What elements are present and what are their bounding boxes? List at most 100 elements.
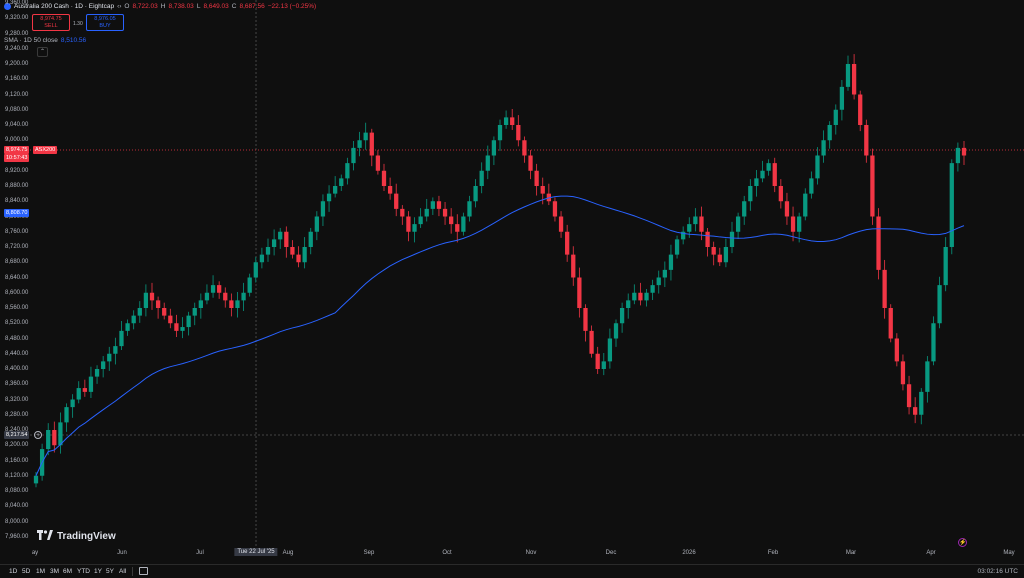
candle-body	[461, 216, 466, 232]
sell-button[interactable]: 8,974.75 SELL	[32, 14, 70, 31]
chevron-icon[interactable]: ‹›	[117, 3, 122, 10]
candle-body	[906, 384, 912, 408]
x-tick-label: Oct	[442, 550, 452, 556]
y-tick-label: 8,160.00	[5, 457, 29, 464]
range-all[interactable]: All	[119, 568, 127, 575]
y-tick-label: 8,880.00	[5, 183, 29, 189]
range-1y[interactable]: 1Y	[94, 568, 102, 575]
y-tick-label: 8,080.00	[5, 488, 29, 494]
y-tick-label: 8,000.00	[5, 518, 29, 525]
candle-body	[900, 361, 906, 385]
x-tick-label: Nov	[525, 550, 537, 556]
crosshair-price-tag: 8,217.54	[4, 431, 30, 439]
candle-body	[809, 178, 814, 194]
candle-body	[46, 430, 51, 450]
candle-body	[558, 216, 564, 232]
range-6m[interactable]: 6M	[63, 568, 73, 575]
candle-body	[748, 186, 753, 202]
candle-body	[394, 193, 399, 209]
candle-body	[223, 292, 228, 301]
candle-body	[571, 254, 576, 278]
candle-body	[735, 216, 741, 232]
y-tick-label: 9,360.00	[5, 0, 29, 6]
candle-body	[339, 178, 344, 186]
range-1m[interactable]: 1M	[36, 568, 46, 575]
y-tick-label: 9,000.00	[5, 137, 29, 144]
high-value: 8,738.03	[168, 3, 194, 10]
symbol-flag-icon	[4, 3, 11, 10]
candle-body	[955, 147, 961, 164]
candle-body	[839, 86, 845, 110]
candle-body	[656, 277, 661, 286]
sell-label: SELL	[44, 23, 58, 29]
candle-body	[174, 323, 179, 331]
range-ytd[interactable]: YTD	[77, 568, 90, 575]
candle-body	[70, 399, 75, 408]
candle-body	[149, 292, 155, 301]
candle-body	[858, 94, 863, 125]
candle-body	[632, 292, 637, 301]
candle-body	[363, 132, 368, 141]
candle-body	[192, 308, 197, 316]
y-tick-label: 9,320.00	[5, 15, 29, 22]
candle-body	[619, 308, 625, 324]
candle-body	[284, 231, 289, 247]
high-label: H	[160, 3, 166, 10]
range-3m[interactable]: 3M	[50, 568, 60, 575]
range-5y[interactable]: 5Y	[106, 568, 114, 575]
indicator-legend[interactable]: SMA · 1D 50 close 8,510.56	[4, 37, 86, 44]
candle-body	[479, 170, 484, 186]
candle-body	[601, 361, 606, 369]
candle-body	[271, 239, 277, 247]
candle-body	[729, 231, 735, 247]
candle-body	[155, 300, 161, 308]
x-tick-label: Feb	[767, 550, 779, 556]
symbol-title[interactable]: Australia 200 Cash · 1D · Eightcap	[14, 3, 115, 10]
buy-button[interactable]: 8,976.05 BUY	[86, 14, 124, 31]
y-tick-label: 9,080.00	[5, 106, 29, 113]
countdown-tag: 10:57:43	[4, 154, 30, 162]
candle-body	[497, 125, 503, 141]
y-tick-label: 8,920.00	[5, 167, 29, 174]
candle-body	[803, 193, 808, 217]
calendar-icon[interactable]	[139, 567, 148, 575]
candle-body	[119, 330, 124, 347]
candle-body	[778, 186, 783, 202]
y-tick-label: 8,680.00	[5, 259, 29, 266]
candle-body	[186, 315, 191, 328]
candle-body	[58, 422, 63, 446]
candle-body	[400, 208, 405, 217]
candle-body	[278, 231, 283, 240]
range-1d[interactable]: 1D	[9, 568, 18, 575]
candle-body	[94, 369, 100, 377]
candle-body	[64, 407, 69, 423]
candle-body	[583, 308, 588, 331]
chart-canvas[interactable]	[0, 0, 1024, 546]
sma-line	[35, 195, 965, 476]
utc-clock[interactable]: 03:02:16 UTC	[977, 568, 1018, 575]
candle-body	[381, 170, 387, 186]
candle-body	[552, 201, 558, 217]
candle-body	[143, 292, 149, 308]
collapse-legend-icon[interactable]: ⌃	[37, 47, 48, 57]
candle-body	[705, 231, 710, 247]
candle-body	[943, 247, 948, 286]
lightning-icon[interactable]: ⚡	[958, 538, 967, 547]
candle-body	[82, 388, 87, 392]
candle-body	[375, 155, 381, 171]
x-tick-label: Dec	[605, 550, 617, 556]
candle-body	[821, 140, 826, 156]
candle-body	[894, 338, 899, 362]
add-alert-icon[interactable]: +	[34, 431, 42, 439]
range-5d[interactable]: 5D	[22, 568, 31, 575]
candle-body	[455, 224, 460, 232]
y-tick-label: 8,640.00	[5, 274, 29, 281]
candle-body	[198, 300, 203, 308]
candle-body	[815, 155, 820, 179]
x-tick-label: Aug	[282, 550, 294, 556]
price-chart[interactable]	[0, 0, 1024, 546]
candle-body	[607, 338, 613, 362]
close-value: 8,687.56	[239, 3, 265, 10]
candle-body	[302, 247, 307, 263]
